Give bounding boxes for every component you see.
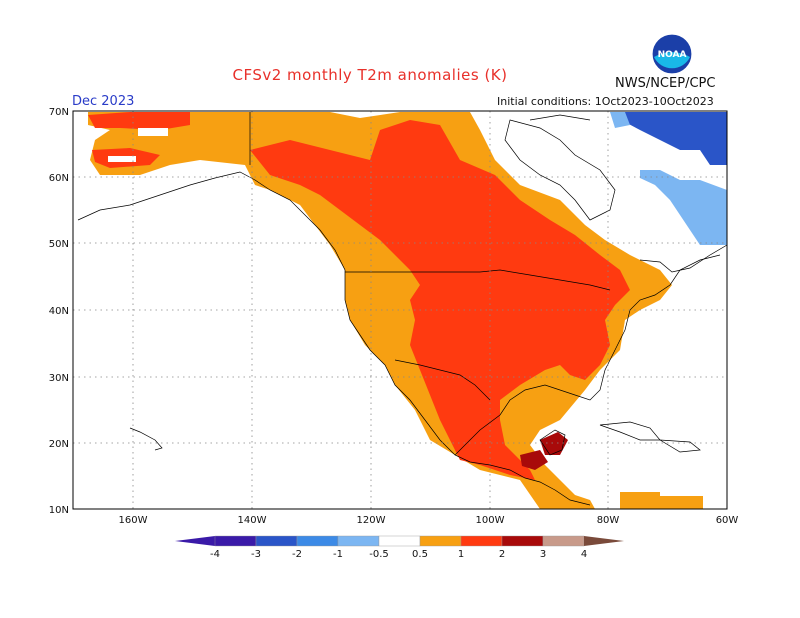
colorbar-swatch <box>214 535 257 547</box>
lat-tick: 20N <box>49 439 69 450</box>
colorbar-swatch <box>378 535 421 547</box>
map-frame <box>72 110 728 510</box>
anomaly-shading <box>88 112 727 509</box>
lon-tick: 80W <box>597 515 620 526</box>
colorbar-arrow-low <box>175 536 215 546</box>
agency-label: NWS/NCEP/CPC <box>615 76 716 91</box>
lon-tick: 60W <box>716 515 739 526</box>
svg-text:NOAA: NOAA <box>658 50 687 60</box>
lat-tick: 70N <box>49 107 69 118</box>
colorbar-swatch <box>255 535 298 547</box>
chart-title: CFSv2 monthly T2m anomalies (K) <box>232 66 508 84</box>
colorbar-label: 0.5 <box>412 549 428 560</box>
colorbar-swatch <box>337 535 380 547</box>
colorbar-label: 2 <box>499 549 505 560</box>
colorbar-label: 4 <box>581 549 587 560</box>
noaa-logo-icon: NOAA <box>651 33 693 75</box>
graticule <box>73 111 727 509</box>
coastlines <box>77 112 727 506</box>
colorbar-label: 3 <box>540 549 546 560</box>
lon-tick: 140W <box>238 515 267 526</box>
lat-tick: 40N <box>49 306 69 317</box>
lat-tick: 50N <box>49 239 69 250</box>
lon-axis: 160W 140W 120W 100W 80W 60W <box>119 515 739 526</box>
lon-tick: 120W <box>357 515 386 526</box>
colorbar-swatch <box>542 535 585 547</box>
lat-axis: 70N 60N 50N 40N 30N 20N 10N <box>49 107 69 516</box>
colorbar-swatch <box>460 535 503 547</box>
lat-tick: 60N <box>49 173 69 184</box>
initial-conditions: Initial conditions: 1Oct2023-10Oct2023 <box>497 95 714 108</box>
lat-tick: 30N <box>49 373 69 384</box>
colorbar-swatch <box>419 535 462 547</box>
colorbar-label: -2 <box>292 549 302 560</box>
lat-tick: 10N <box>49 505 69 516</box>
colorbar-arrow-high <box>584 536 624 546</box>
colorbar-label: -3 <box>251 549 261 560</box>
colorbar-label: -0.5 <box>369 549 389 560</box>
colorbar-label: 1 <box>458 549 464 560</box>
colorbar-label: -4 <box>210 549 220 560</box>
colorbar-swatch <box>501 535 544 547</box>
lon-tick: 160W <box>119 515 148 526</box>
colorbar-swatch <box>296 535 339 547</box>
colorbar: -4 -3 -2 -1 -0.5 0.5 1 2 3 4 <box>175 535 624 560</box>
lon-tick: 100W <box>476 515 505 526</box>
colorbar-label: -1 <box>333 549 343 560</box>
forecast-month: Dec 2023 <box>72 94 135 109</box>
